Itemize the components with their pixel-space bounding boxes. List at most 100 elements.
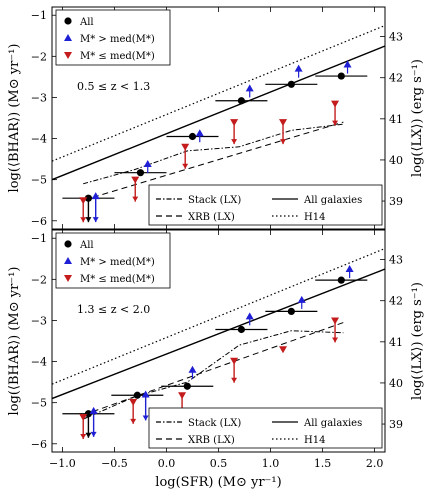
points-legend: All M* > med(M*) M* ≤ med(M*) [55, 9, 171, 66]
y-tick-label: −5 [31, 174, 47, 187]
y-tick-label: −4 [31, 356, 47, 369]
y-right-tick-label: 42 [389, 72, 403, 85]
points-legend: All M* > med(M*) M* ≤ med(M*) [55, 232, 171, 289]
y-right-tick-label: 42 [389, 295, 403, 308]
low-mass-point [230, 357, 239, 365]
legend-low-mass-marker [64, 275, 72, 282]
low-mass-limit-head [280, 139, 287, 145]
low-mass-point [279, 346, 288, 354]
low-mass-limit-head [130, 418, 137, 424]
x-tick-label: 1.5 [314, 457, 332, 470]
y-tick-label: −3 [31, 91, 47, 104]
points-legend-box [55, 232, 171, 289]
high-mass-point [195, 129, 204, 137]
high-mass-point [245, 312, 254, 320]
legend-high-mass-label: M* > med(M*) [80, 34, 155, 45]
stack-line [83, 330, 344, 420]
legend-high-mass-marker [64, 257, 72, 264]
stack-line [83, 123, 344, 185]
legend-high-mass-marker [64, 34, 72, 41]
legend-all-marker [64, 17, 72, 25]
low-mass-limit-head [182, 163, 189, 169]
all-point [188, 132, 197, 141]
x-tick-label: 2.0 [366, 457, 384, 470]
redshift-label: 0.5 ≤ z < 1.3 [77, 80, 150, 93]
low-mass-point [129, 398, 138, 406]
all-point-limit-head [85, 217, 92, 223]
low-mass-limit-head [332, 120, 339, 126]
low-mass-point [79, 197, 88, 205]
low-mass-point [181, 143, 190, 151]
legend-line-label: XRB (LX) [188, 435, 235, 446]
x-tick-label: −1.0 [49, 457, 76, 470]
y-right-tick-label: 43 [389, 254, 403, 267]
y-tick-label: −2 [31, 50, 47, 63]
x-tick-label: −0.5 [101, 457, 128, 470]
high-mass-point [345, 265, 354, 273]
y-right-tick-label: 41 [389, 336, 403, 349]
all-galaxies-line [52, 268, 385, 400]
legend-low-mass-label: M* ≤ med(M*) [80, 274, 155, 285]
y-right-axis-label: log(⟨LX⟩) (erg s⁻¹) [410, 59, 425, 177]
y-tick-label: −6 [31, 215, 47, 228]
y-tick-label: −1 [31, 232, 47, 245]
all-point [337, 276, 345, 284]
high-mass-limit-head [90, 431, 97, 437]
xrb-line [83, 121, 344, 201]
x-tick-label: 0.5 [210, 457, 228, 470]
low-mass-point [331, 100, 340, 108]
lines-legend: Stack (LX) All galaxies XRB (LX) H14 [148, 407, 383, 449]
low-mass-limit-head [80, 434, 87, 440]
plot-area [52, 247, 385, 440]
all-point [337, 72, 345, 80]
redshift-label: 1.3 ≤ z < 2.0 [77, 303, 150, 316]
legend-all-label: All [79, 17, 94, 28]
panel-2: −6 −5 −4 −3 −2 −1 39 40 41 42 43 log(⟨BHAR⟩) (M⊙ yr… [7, 229, 425, 453]
low-mass-limit-head [231, 377, 238, 383]
all-point-limit-head [85, 432, 92, 438]
high-mass-point [188, 365, 197, 373]
legend-line-label: All galaxies [303, 418, 362, 429]
high-mass-point [297, 295, 306, 303]
all-point [287, 307, 295, 315]
y-right-tick-label: 41 [389, 113, 403, 126]
x-axis-label: log(SFR) (M⊙ yr⁻¹) [155, 475, 281, 490]
low-mass-point [131, 176, 140, 184]
legend-all-label: All [79, 240, 94, 251]
legend-line-label: H14 [304, 435, 325, 446]
y-tick-label: −6 [31, 438, 47, 451]
panel-1: −6 −5 −4 −3 −2 −1 39 40 41 42 43 log(⟨BHAR⟩) (M⊙ yr… [7, 6, 425, 230]
legend-line-label: Stack (LX) [188, 418, 241, 429]
high-mass-point [89, 406, 98, 414]
all-point [84, 194, 93, 202]
all-point [84, 410, 93, 418]
high-mass-point [143, 160, 152, 168]
high-mass-limit-head [142, 415, 149, 421]
all-point [237, 97, 245, 105]
legend-line-label: All galaxies [303, 195, 362, 206]
points-legend-box [55, 9, 171, 66]
high-mass-point [245, 84, 254, 92]
low-mass-point [178, 392, 187, 400]
y-right-tick-label: 43 [389, 31, 403, 44]
xrb-line [83, 322, 344, 416]
low-mass-point [230, 119, 239, 127]
high-mass-limit-head [92, 217, 99, 223]
high-mass-point [91, 192, 100, 200]
legend-all-marker [64, 240, 72, 248]
all-point [287, 80, 295, 88]
y-right-tick-label: 39 [389, 195, 403, 208]
low-mass-limit-head [332, 337, 339, 343]
y-axis-label: log(⟨BHAR⟩) (M⊙ yr⁻¹) [7, 44, 22, 193]
legend-line-label: XRB (LX) [188, 212, 235, 223]
all-point [133, 391, 141, 399]
high-mass-point [294, 64, 303, 72]
low-mass-limit-head [132, 196, 139, 202]
low-mass-limit-head [80, 217, 87, 223]
legend-low-mass-label: M* ≤ med(M*) [80, 51, 155, 62]
x-tick-label: 1.0 [262, 457, 280, 470]
y-tick-label: −2 [31, 273, 47, 286]
low-mass-limit-head [231, 139, 238, 145]
low-mass-point [79, 414, 88, 422]
